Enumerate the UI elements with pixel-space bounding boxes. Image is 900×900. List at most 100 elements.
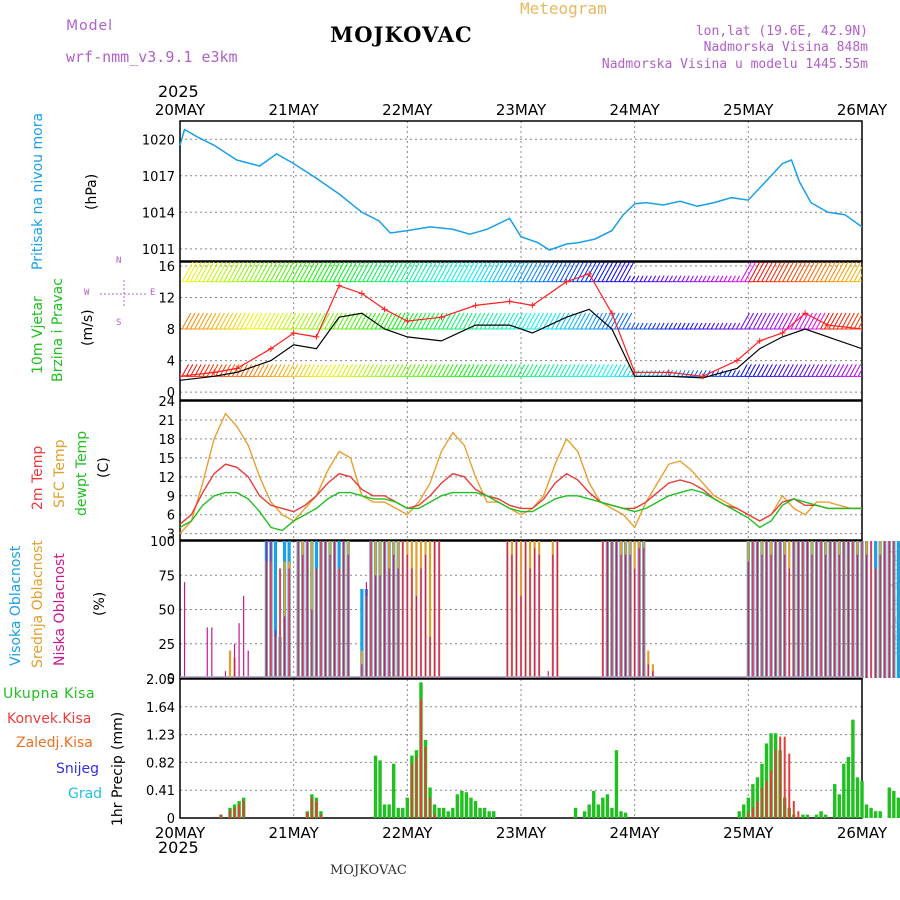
low-cloud-bar <box>365 582 368 678</box>
wind-barb <box>542 312 553 330</box>
wind-barb <box>740 312 750 330</box>
year-top: 2025 <box>158 82 199 101</box>
y-tick-label: 50 <box>158 604 175 619</box>
wind-barb <box>567 262 580 282</box>
wind-barb <box>828 262 841 282</box>
wind-barb <box>689 275 694 282</box>
wind-barb <box>668 370 673 377</box>
wind-barb <box>374 364 383 377</box>
wind-barb <box>513 364 521 377</box>
precip-convective-bar <box>242 801 245 818</box>
wind-barb <box>714 370 720 377</box>
low-cloud-bar <box>806 541 809 678</box>
low-cloud-bar <box>183 582 186 678</box>
low-cloud-bar <box>274 630 277 678</box>
wind-barb <box>542 262 555 282</box>
wind-barb <box>761 262 774 282</box>
low-cloud-bar <box>534 547 536 678</box>
wind-barb <box>290 312 301 330</box>
wind-barb <box>345 364 353 377</box>
wind-barb <box>441 262 454 282</box>
wind-barb <box>845 312 855 330</box>
wind-barb <box>647 370 652 377</box>
wind-gust-line <box>180 273 862 377</box>
wind-barb <box>483 262 496 282</box>
wind-barb <box>282 364 290 377</box>
precip-total-bar <box>805 814 810 818</box>
wind-barb <box>731 370 736 377</box>
wind-barb <box>387 364 395 377</box>
low-cloud-bar <box>775 541 777 678</box>
wind-barb <box>693 322 699 330</box>
wind-barb <box>416 312 427 330</box>
wind-gust-marker <box>472 302 479 309</box>
wind-barb <box>231 364 240 377</box>
low-cloud-bar <box>343 541 345 678</box>
wind-barb <box>702 322 707 330</box>
wind-barb <box>525 312 536 330</box>
wind-barb <box>189 262 202 282</box>
wind-barb <box>509 364 517 377</box>
wind-barb <box>672 322 678 330</box>
precip-total-bar <box>619 811 623 818</box>
wind-barb <box>412 364 421 377</box>
wind-speed-line <box>180 308 862 381</box>
precip-total-bar <box>814 814 819 818</box>
wind-barb <box>521 262 534 282</box>
wind-barb <box>496 364 505 377</box>
wind-barb <box>227 312 238 330</box>
wind-barb <box>542 364 551 377</box>
wind-barb <box>210 312 221 330</box>
low-cloud-bar <box>393 554 395 678</box>
wind-barb <box>576 262 589 282</box>
low-cloud-bar <box>620 554 622 678</box>
wind-barb <box>383 312 393 330</box>
wind-barb <box>370 312 381 330</box>
wind-barb <box>290 364 299 377</box>
precip-total-bar <box>487 811 491 818</box>
low-cloud-bar <box>397 568 399 678</box>
wind-barb <box>559 262 572 282</box>
station-title: MOJKOVAC <box>330 22 473 47</box>
wind-barb <box>685 275 690 282</box>
wind-barb <box>819 312 830 330</box>
low-cloud-bar <box>402 541 404 678</box>
wind-barbs-group <box>180 262 862 381</box>
precip-total-bar <box>842 763 846 818</box>
y-tick-label: 1.64 <box>146 701 175 716</box>
wind-barb <box>311 312 322 330</box>
wind-barb <box>635 322 640 330</box>
wind-barb <box>286 364 295 377</box>
precip-total-bar <box>860 780 864 818</box>
wind-barb <box>538 364 547 377</box>
wind-barb <box>420 262 433 282</box>
x-tick-label-top: 24MAY <box>610 101 661 119</box>
low-cloud-bar <box>624 554 627 678</box>
low-cloud-bar <box>547 671 549 678</box>
wind-barb <box>307 364 316 377</box>
wind-barb <box>454 312 465 330</box>
wind-barb <box>383 262 396 282</box>
x-tick-label-bottom: 20MAY <box>155 824 206 842</box>
wind-barb <box>849 262 862 282</box>
low-cloud-bar <box>206 627 208 678</box>
precip-convective-bar <box>760 787 763 818</box>
low-cloud-bar <box>797 541 799 678</box>
precip-total-bar <box>596 804 600 818</box>
wind-barb <box>395 262 408 282</box>
low-cloud-bar <box>370 541 372 678</box>
wind-barb <box>353 312 364 330</box>
wind-barb <box>635 370 640 377</box>
precip-convective-bar <box>774 750 777 818</box>
precip-convective-bar <box>747 812 750 818</box>
wind-barb <box>756 312 767 330</box>
wind-barb <box>370 262 383 282</box>
low-cloud-bar <box>429 636 431 678</box>
low-cloud-bar <box>765 541 768 678</box>
wind-barb <box>404 262 417 282</box>
wind-barb <box>441 312 452 330</box>
wind-barb <box>290 262 303 282</box>
wind-gust-marker <box>733 357 740 364</box>
precip-total-bar <box>742 804 746 818</box>
wind-barb <box>286 312 297 330</box>
